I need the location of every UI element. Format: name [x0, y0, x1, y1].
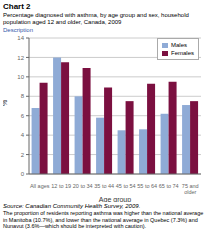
html-text:Percentage diagnosed with asth: Percentage diagnosed with asthma, by age… [3, 12, 189, 25]
svg-text:6: 6 [21, 113, 25, 119]
svg-text:12 to 19: 12 to 19 [51, 183, 71, 189]
svg-text:14: 14 [17, 35, 24, 41]
html-text:Males: Males [171, 42, 187, 48]
svg-text:2: 2 [21, 152, 25, 158]
svg-text:12: 12 [17, 55, 24, 61]
svg-text:20 to 34: 20 to 34 [73, 183, 93, 189]
svg-text:All ages: All ages [30, 183, 50, 189]
svg-text:4: 4 [21, 132, 25, 138]
svg-text:Age group: Age group [99, 196, 131, 202]
svg-text:45 to 54: 45 to 54 [116, 183, 136, 189]
svg-text:10: 10 [17, 74, 24, 80]
svg-text:55 to 64: 55 to 64 [137, 183, 157, 189]
svg-text:%: % [8, 100, 9, 106]
svg-text:0: 0 [21, 171, 25, 177]
html-text:The proportion of residents re: The proportion of residents reporting as… [3, 210, 204, 229]
html-text:Source: Canadian Community Hea: Source: Canadian Community Health Survey… [3, 203, 141, 209]
svg-text:65 to 74: 65 to 74 [159, 183, 179, 189]
svg-text:8: 8 [21, 93, 25, 99]
html-text:Chart 2: Chart 2 [3, 2, 31, 11]
html-text:Description: Description [3, 27, 33, 33]
html-text:Females: Females [171, 50, 194, 56]
svg-text:35 to 44: 35 to 44 [94, 183, 114, 189]
svg-text:75 andolder: 75 andolder [182, 183, 199, 195]
